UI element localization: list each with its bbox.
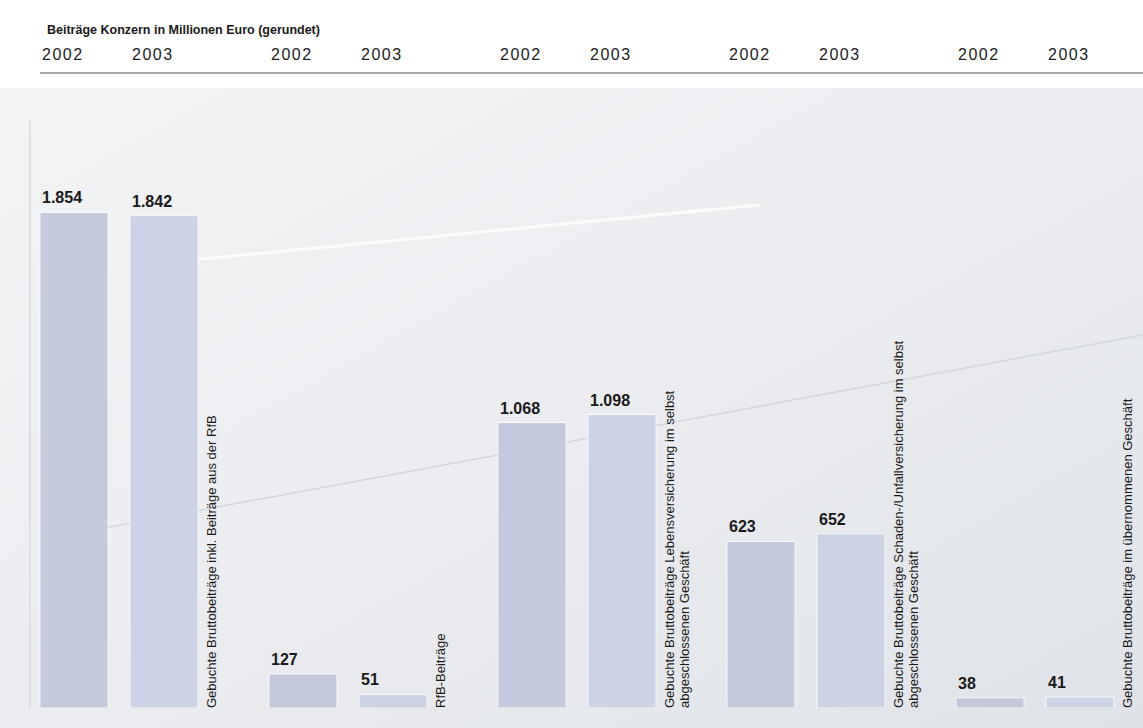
category-label: Gebuchte Bruttobeiträge Lebensversicheru… [662, 390, 677, 708]
bar [498, 423, 566, 708]
series-header: 2002 [729, 46, 771, 63]
data-label: 41 [1048, 674, 1066, 691]
series-header: 2002 [500, 46, 542, 63]
bar [817, 534, 885, 708]
axis-line [30, 120, 31, 708]
series-header: 2003 [361, 46, 403, 63]
data-label: 38 [958, 675, 976, 692]
category-label: abgeschlossenen Geschäft [677, 551, 692, 708]
data-label: 623 [729, 518, 756, 535]
series-header: 2002 [958, 46, 1000, 63]
category-label: Gebuchte Bruttobeiträge Schaden-/Unfallv… [891, 341, 906, 708]
category-label: abgeschlossenen Geschäft [906, 551, 921, 708]
series-header: 2003 [590, 46, 632, 63]
bars [40, 212, 1114, 708]
data-label: 1.068 [500, 400, 540, 417]
category-label: Gebuchte Bruttobeiträge inkl. Beiträge a… [204, 415, 219, 708]
bar [956, 698, 1024, 708]
bar [269, 674, 337, 708]
category-label: Gebuchte Bruttobeiträge im übernommenen … [1120, 398, 1135, 708]
data-label: 127 [271, 651, 298, 668]
bar [130, 216, 198, 708]
background [0, 88, 1143, 728]
series-header: 2002 [271, 46, 313, 63]
series-header: 2003 [1048, 46, 1090, 63]
title: Beiträge Konzern in Millionen Euro (geru… [47, 23, 320, 37]
data-label: 1.854 [42, 189, 82, 206]
series-header: 2003 [819, 46, 861, 63]
data-label: 652 [819, 511, 846, 528]
data-label: 1.842 [132, 193, 172, 210]
data-label: 51 [361, 671, 379, 688]
bar [588, 415, 656, 708]
bar [40, 212, 108, 708]
series-header: 2003 [132, 46, 174, 63]
decoration [170, 205, 760, 262]
labels: 2002 1.854 2003 1.842 Gebuchte Bruttobeiträg… [42, 46, 1135, 708]
bar [727, 541, 795, 708]
bar [359, 694, 427, 708]
header-rule [40, 73, 1143, 74]
chart: Beiträge Konzern in Millionen Euro (geru… [0, 0, 1143, 728]
data-label: 1.098 [590, 392, 630, 409]
category-label: RfB-Beiträge [433, 634, 448, 708]
bar [1046, 697, 1114, 708]
series-header: 2002 [42, 46, 84, 63]
